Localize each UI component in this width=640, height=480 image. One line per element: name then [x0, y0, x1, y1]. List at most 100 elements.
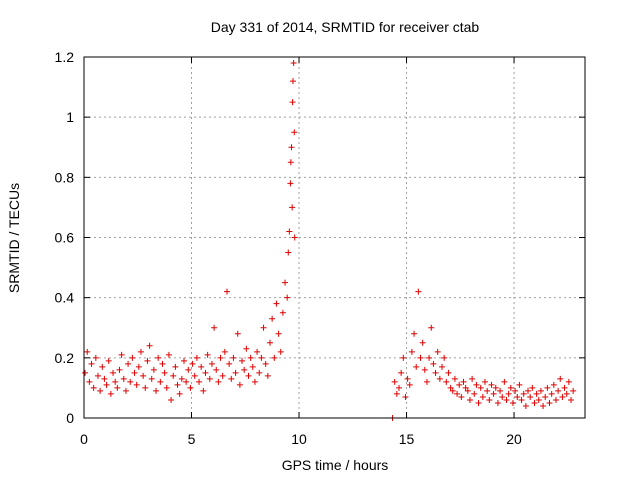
- data-point: [516, 381, 523, 388]
- data-point: [421, 366, 428, 373]
- data-point: [228, 375, 235, 382]
- data-point: [473, 381, 480, 388]
- data-point: [94, 372, 101, 379]
- data-point: [159, 360, 166, 367]
- data-point: [413, 363, 420, 370]
- data-point: [565, 378, 572, 385]
- data-point: [183, 378, 190, 385]
- data-point: [135, 363, 142, 370]
- data-point: [287, 180, 294, 187]
- data-point: [241, 366, 248, 373]
- data-point: [249, 363, 256, 370]
- data-point: [411, 330, 418, 337]
- data-point: [290, 78, 297, 85]
- data-point: [537, 387, 544, 394]
- data-point: [232, 369, 239, 376]
- data-point: [464, 387, 471, 394]
- data-point: [122, 387, 129, 394]
- data-point: [254, 348, 261, 355]
- data-point: [155, 354, 162, 361]
- data-point: [103, 381, 110, 388]
- data-point: [514, 393, 521, 400]
- data-point: [507, 384, 514, 391]
- data-point: [189, 360, 196, 367]
- chart-title: Day 331 of 2014, SRMTID for receiver cta…: [211, 19, 480, 35]
- data-point: [404, 375, 411, 382]
- x-axis-label: GPS time / hours: [282, 457, 389, 473]
- data-point: [479, 393, 486, 400]
- data-point: [168, 396, 175, 403]
- data-point: [230, 354, 237, 361]
- data-point: [86, 378, 93, 385]
- data-point: [531, 399, 538, 406]
- data-point: [540, 402, 547, 409]
- grid-layer: [84, 57, 585, 418]
- data-point: [423, 378, 430, 385]
- data-point: [490, 390, 497, 397]
- data-point: [290, 60, 297, 67]
- data-point: [90, 384, 97, 391]
- data-point: [443, 378, 450, 385]
- data-point: [221, 348, 228, 355]
- data-point: [415, 288, 422, 295]
- data-point: [176, 390, 183, 397]
- data-point: [185, 366, 192, 373]
- y-tick-label: 1: [66, 109, 74, 125]
- data-point: [266, 339, 273, 346]
- tick-layer: 0 0.2 0.4 0.6 0.8 1 1.2 0 5 10 15 20: [55, 49, 585, 447]
- data-point: [161, 369, 168, 376]
- data-point: [568, 396, 575, 403]
- data-point: [505, 390, 512, 397]
- data-point: [447, 384, 454, 391]
- data-point: [148, 375, 155, 382]
- data-point: [146, 342, 153, 349]
- data-point: [460, 378, 467, 385]
- data-point: [262, 360, 269, 367]
- data-point: [445, 369, 452, 376]
- plot-frame: [83, 56, 586, 419]
- data-point: [137, 348, 144, 355]
- data-point: [260, 324, 267, 331]
- data-point: [256, 369, 263, 376]
- data-points: [82, 60, 577, 421]
- data-point: [509, 399, 516, 406]
- data-point: [264, 372, 271, 379]
- data-point: [458, 393, 465, 400]
- data-point: [275, 330, 282, 337]
- data-point: [488, 381, 495, 388]
- data-point: [289, 99, 296, 106]
- data-point: [193, 354, 200, 361]
- data-point: [428, 324, 435, 331]
- data-point: [243, 345, 250, 352]
- data-point: [408, 348, 415, 355]
- data-point: [125, 360, 132, 367]
- data-point: [288, 144, 295, 151]
- data-point: [430, 360, 437, 367]
- data-point: [112, 378, 119, 385]
- data-point: [279, 309, 286, 316]
- data-point: [527, 393, 534, 400]
- x-tick-label: 5: [188, 431, 196, 447]
- data-point: [114, 384, 121, 391]
- data-point: [561, 384, 568, 391]
- data-point: [522, 402, 529, 409]
- x-tick-label: 15: [399, 431, 415, 447]
- data-point: [432, 369, 439, 376]
- data-point: [441, 354, 448, 361]
- data-point: [466, 396, 473, 403]
- data-point: [99, 363, 106, 370]
- y-tick-label: 1.2: [55, 49, 75, 65]
- data-point: [533, 390, 540, 397]
- data-point: [213, 366, 220, 373]
- data-point: [469, 375, 476, 382]
- x-tick-label: 20: [506, 431, 522, 447]
- data-point: [291, 129, 298, 136]
- data-point: [107, 390, 114, 397]
- data-point: [284, 294, 291, 301]
- data-point: [563, 390, 570, 397]
- data-point: [180, 357, 187, 364]
- data-point: [285, 249, 292, 256]
- data-point: [206, 375, 213, 382]
- data-point: [120, 375, 127, 382]
